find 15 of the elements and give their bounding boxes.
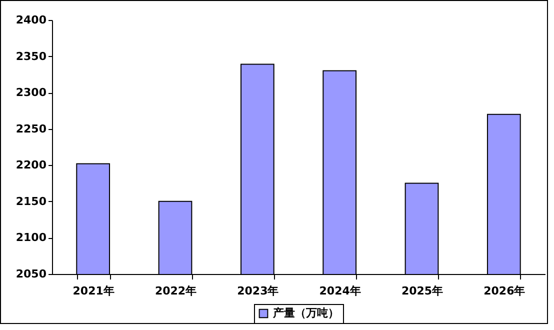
x-tick-label: 2025年 [401, 284, 444, 298]
y-tick-label: 2400 [16, 14, 47, 26]
y-tick-label: 2250 [16, 122, 47, 136]
y-tick-label: 2300 [16, 86, 47, 100]
x-tick-label: 2024年 [319, 284, 361, 298]
x-tick-label: 2026年 [484, 284, 526, 298]
x-tick-label: 2023年 [237, 284, 279, 298]
y-tick-label: 2050 [16, 268, 47, 280]
y-tick-label: 2200 [16, 158, 47, 172]
legend-label: 产量（万吨） [272, 306, 339, 320]
y-tick-label: 2150 [16, 194, 47, 208]
y-tick-label: 2100 [16, 231, 47, 244]
x-tick-label: 2021年 [72, 284, 114, 298]
x-tick-label: 2022年 [154, 284, 197, 298]
y-tick-label: 2350 [16, 50, 47, 63]
